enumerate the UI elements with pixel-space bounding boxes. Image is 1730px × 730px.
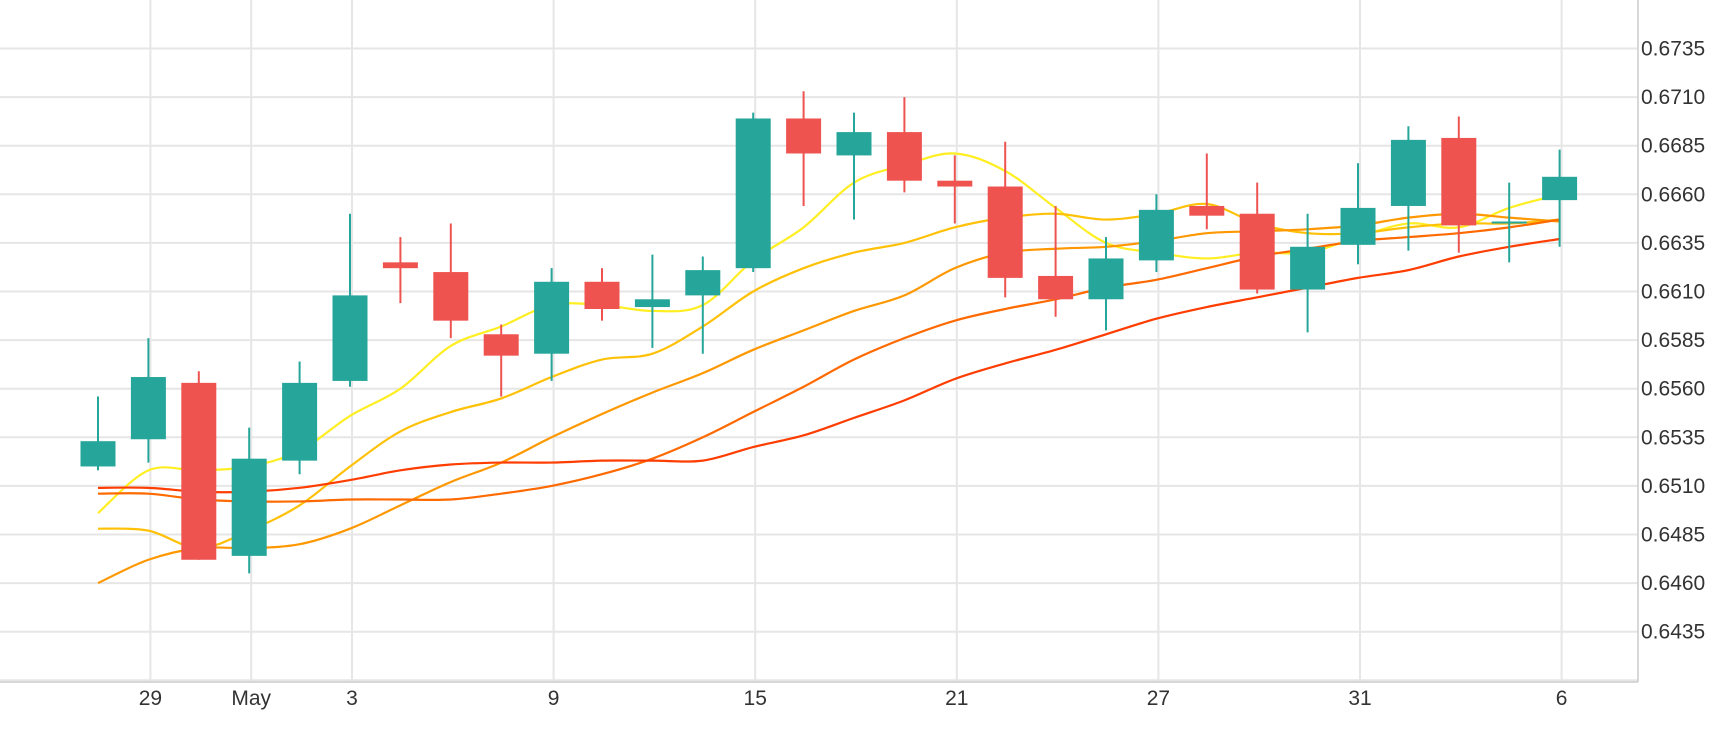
- candle: [1491, 182, 1527, 263]
- candle-body: [231, 458, 267, 556]
- series-line-1: [97, 152, 1560, 514]
- candle: [886, 97, 922, 193]
- candle-body: [181, 382, 217, 560]
- y-tick-label: 0.6535: [1641, 426, 1705, 449]
- candle-body: [130, 377, 166, 440]
- candle: [584, 268, 620, 321]
- candle-body: [382, 262, 418, 269]
- candle-body: [886, 132, 922, 181]
- candle: [282, 361, 318, 475]
- candle: [80, 396, 116, 471]
- x-tick-label: 3: [346, 687, 358, 710]
- y-axis: 0.6435 0.6460 0.6485 0.6510 0.6535 0.6560 0.65…: [1641, 38, 1705, 644]
- candle-body: [1138, 209, 1174, 261]
- candle: [1189, 153, 1225, 230]
- candle: [1441, 116, 1477, 253]
- candle: [685, 256, 721, 354]
- x-tick-label: 21: [945, 687, 968, 710]
- candle-body: [786, 118, 822, 154]
- y-tick-label: 0.6685: [1641, 135, 1705, 158]
- candle-body: [634, 299, 670, 308]
- y-tick-label: 0.6710: [1641, 86, 1705, 109]
- candle: [1390, 126, 1426, 251]
- candle: [1239, 182, 1275, 294]
- candle-body: [836, 132, 872, 156]
- candle-body: [80, 441, 116, 467]
- candle-body: [1390, 139, 1426, 206]
- candle: [1138, 194, 1174, 273]
- candle-body: [332, 295, 368, 381]
- candle-body: [1290, 246, 1326, 290]
- grid-lines: [0, 0, 1639, 683]
- candle-body: [534, 281, 570, 354]
- candle: [634, 254, 670, 348]
- candle-body: [987, 186, 1023, 278]
- y-tick-label: 0.6610: [1641, 281, 1705, 304]
- y-tick-label: 0.6510: [1641, 475, 1705, 498]
- candle-body: [1542, 176, 1578, 201]
- candle: [1340, 163, 1376, 265]
- candle-body: [282, 382, 318, 461]
- y-tick-label: 0.6635: [1641, 232, 1705, 255]
- candle-body: [685, 270, 721, 296]
- candle: [1088, 237, 1124, 331]
- moving-average-lines: [97, 152, 1560, 585]
- x-tick-label: May: [231, 687, 271, 710]
- x-tick-label: 15: [744, 687, 767, 710]
- x-tick-label: 27: [1147, 687, 1170, 710]
- series-line-2: [97, 202, 1560, 550]
- candle-body: [735, 118, 771, 269]
- y-tick-label: 0.6435: [1641, 621, 1705, 644]
- y-tick-label: 0.6460: [1641, 572, 1705, 595]
- candle: [231, 427, 267, 574]
- x-tick-label: 31: [1348, 687, 1371, 710]
- candle: [1542, 149, 1578, 247]
- y-tick-label: 0.6735: [1641, 38, 1705, 61]
- x-tick-label: 29: [139, 687, 162, 710]
- candle: [433, 223, 469, 339]
- candle-body: [433, 272, 469, 321]
- candle-body: [1340, 207, 1376, 245]
- candle: [836, 112, 872, 220]
- candle: [382, 237, 418, 304]
- candle: [534, 268, 570, 381]
- candle-body: [1088, 258, 1124, 300]
- candle: [1290, 213, 1326, 333]
- candle: [735, 112, 771, 273]
- candle-body: [584, 281, 620, 309]
- y-tick-label: 0.6560: [1641, 378, 1705, 401]
- candle: [181, 371, 217, 560]
- candle: [987, 141, 1023, 298]
- candle: [786, 91, 822, 206]
- candle: [483, 324, 519, 397]
- candle-body: [1239, 213, 1275, 290]
- series-line-5: [97, 237, 1560, 494]
- candle-body: [1189, 205, 1225, 216]
- series-line-3: [97, 212, 1560, 585]
- candle: [130, 338, 166, 463]
- y-tick-label: 0.6585: [1641, 329, 1705, 352]
- candle-body: [1038, 275, 1074, 300]
- candlesticks: [80, 91, 1578, 574]
- x-tick-label: 6: [1556, 687, 1568, 710]
- candle: [937, 155, 973, 224]
- candle: [332, 213, 368, 387]
- candle-body: [483, 334, 519, 356]
- candle-body: [1491, 221, 1527, 224]
- y-tick-label: 0.6485: [1641, 524, 1705, 547]
- y-tick-label: 0.6660: [1641, 183, 1705, 206]
- candle: [1038, 205, 1074, 317]
- series-line-4: [97, 218, 1560, 503]
- x-tick-label: 9: [548, 687, 560, 710]
- candle-body: [1441, 137, 1477, 226]
- x-axis: 29 May 3 9 15 21 27 31 6: [139, 687, 1568, 710]
- candle-body: [937, 180, 973, 187]
